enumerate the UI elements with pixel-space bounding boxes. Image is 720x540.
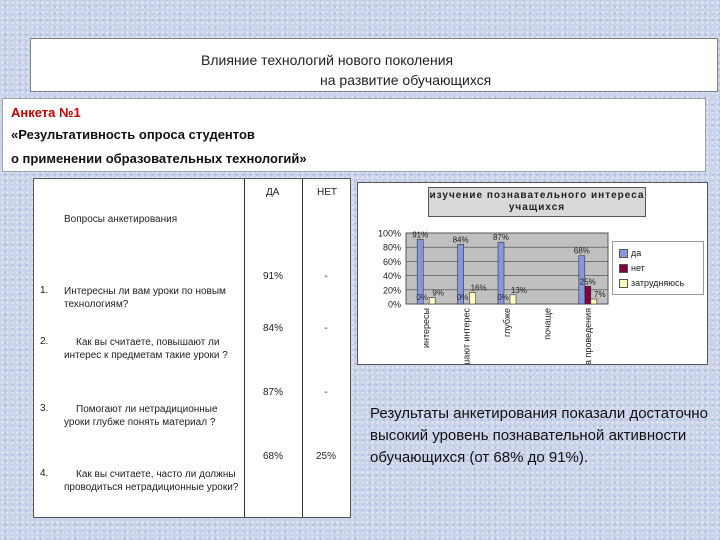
data-label: 0% [416,293,428,302]
x-tick-label: почаще [542,308,552,340]
legend-label: да [631,248,642,258]
y-tick-label: 60% [383,257,401,267]
survey-heading: Анкета №1 [11,105,81,120]
question-text: Как вы считаете, часто ли должны проводи… [64,469,239,493]
data-label: 84% [453,235,469,244]
question-text: Помогают ли нетрадиционные уроки глубже … [64,404,218,428]
bar [428,297,436,305]
data-label: 13% [511,286,527,295]
survey-table: ДА НЕТ Вопросы анкетирования 1. Интересн… [33,178,351,518]
legend-item: да [619,248,642,259]
y-tick-label: 20% [383,285,401,295]
bar [469,292,476,305]
col-header-yes: ДА [266,187,280,198]
data-label: 0% [497,293,509,302]
data-label: 68% [574,247,590,256]
x-tick-label: интересы [421,308,431,348]
y-tick-label: 0% [388,300,401,310]
slide-title-line-2: на развитие обучающихся [320,72,492,88]
answer-yes: 87% [262,387,283,398]
col-header-no: НЕТ [317,187,337,198]
question-number: 4. [40,468,49,479]
slide-title-box: Влияние технологий нового поколения на р… [30,38,718,92]
question-number: 2. [40,336,49,347]
data-label: 16% [471,284,487,293]
y-tick-label: 100% [378,229,401,239]
survey-subtitle-line-2: о применении образовательных технологий» [11,151,307,166]
answer-yes: 68% [262,451,283,462]
legend-swatch [619,264,628,274]
data-label: 7% [594,290,606,299]
questions-header: Вопросы анкетирования [64,214,178,225]
chart-title: изучение познавательного интереса учащих… [428,187,646,217]
x-tick-label: частота проведения [583,308,593,364]
legend-label: затрудняюсь [631,278,685,288]
conclusion-text: Результаты анкетирования показали достат… [370,405,708,466]
x-tick-label: повышают интерес [462,308,472,364]
data-label: 25% [580,277,596,286]
bar [457,244,464,305]
x-tick-label: глубже [502,308,512,337]
answer-no: - [324,271,328,282]
plot-area [405,232,609,305]
bar [509,294,517,305]
legend-swatch [619,249,628,259]
question-number: 3. [40,403,49,414]
bar [584,285,592,305]
survey-header-box: Анкета №1 «Результативность опроса студе… [2,98,706,172]
bar [416,239,424,305]
question-number: 1. [40,285,49,296]
legend-swatch [619,279,628,289]
bar [590,298,598,305]
answer-yes: 84% [262,323,283,334]
bar-chart: 0% 20% 40% 60% 80% 100% 91% 9% интересы 84% 16% пов… [378,229,609,392]
bar [578,255,586,305]
data-label: 91% [412,230,428,239]
y-tick-label: 80% [383,243,401,253]
data-label: 0% [457,293,469,302]
bar [497,241,505,305]
chart-legend: да нет затрудняюсь [612,241,704,295]
data-label: 87% [493,233,509,242]
legend-item: нет [619,263,645,274]
data-label: 9% [432,289,444,298]
table-divider [244,179,245,517]
survey-subtitle-line-1: «Результативность опроса студентов [11,127,255,142]
table-divider [302,179,303,517]
slide-title-line-1: Влияние технологий нового поколения [201,52,454,68]
question-text: Интересны ли вам уроки по новым технолог… [64,286,226,310]
legend-label: нет [631,263,645,273]
answer-yes: 91% [262,271,283,282]
question-text: Как вы считаете, повышают ли интерес к п… [64,337,228,361]
answer-no: - [324,323,328,334]
y-tick-label: 40% [383,271,401,281]
answer-no: - [324,387,328,398]
legend-item: затрудняюсь [619,278,685,289]
answer-no: 25% [315,451,336,462]
